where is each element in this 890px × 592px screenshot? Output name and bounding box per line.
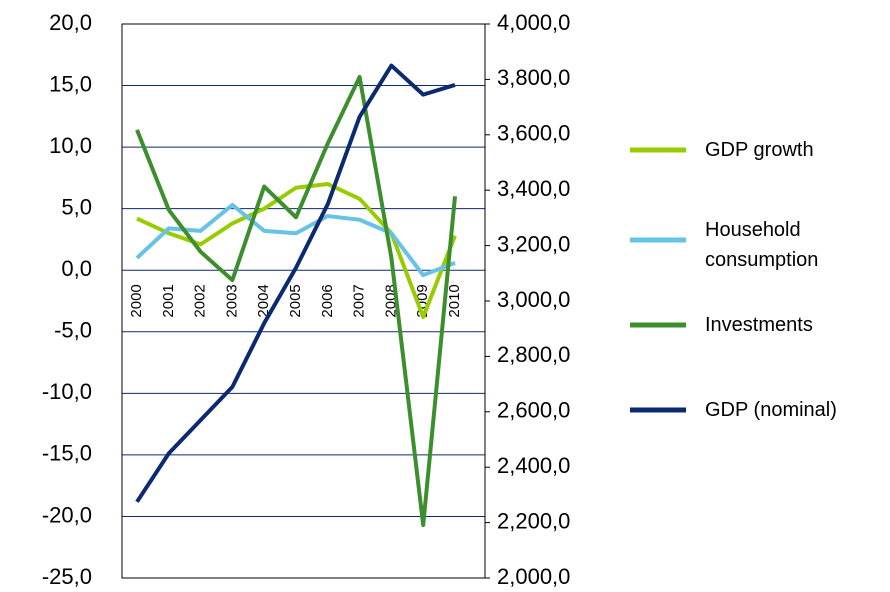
x-tick-label: 2003 (223, 284, 240, 317)
y-tick-label: -10,0 (42, 379, 92, 404)
x-tick-label: 2006 (319, 284, 336, 317)
y-tick-label: 15,0 (49, 71, 92, 96)
y-tick-label: -25,0 (42, 564, 92, 589)
legend-label: GDP growth (705, 139, 814, 161)
y2-tick-label: 3,200,0 (497, 231, 570, 256)
series-line (135, 63, 456, 503)
legend-label: Investments (705, 314, 813, 336)
y2-tick-label: 2,400,0 (497, 453, 570, 478)
x-tick-label: 2002 (192, 284, 209, 317)
y-tick-label: 5,0 (61, 194, 92, 219)
y2-tick-label: 3,800,0 (497, 65, 570, 90)
x-tick-label: 2001 (160, 284, 177, 317)
y2-tick-label: 2,800,0 (497, 342, 570, 367)
x-tick-label: 2007 (351, 284, 368, 317)
plot-frame (121, 23, 486, 579)
y2-tick-label: 3,400,0 (497, 176, 570, 201)
y-tick-label: -5,0 (54, 318, 92, 343)
series-line (135, 202, 456, 278)
y2-tick-label: 3,600,0 (497, 121, 570, 146)
y-tick-label: 0,0 (61, 256, 92, 281)
y2-tick-label: 2,600,0 (497, 398, 570, 423)
legend-label: Household consumption (705, 219, 819, 271)
y-tick-label: 20,0 (49, 10, 92, 35)
y2-tick-label: 2,000,0 (497, 564, 570, 589)
y2-tick-label: 2,200,0 (497, 508, 570, 533)
y-tick-label: 10,0 (49, 133, 92, 158)
x-tick-label: 2005 (287, 284, 304, 317)
legend-label: GDP (nominal) (705, 399, 837, 421)
x-tick-label: 2004 (255, 284, 272, 317)
y2-tick-label: 4,000,0 (497, 10, 570, 35)
y-tick-label: -15,0 (42, 441, 92, 466)
y2-tick-label: 3,000,0 (497, 287, 570, 312)
series-line (135, 74, 457, 528)
x-tick-label: 2000 (128, 284, 145, 317)
x-tick-label: 2010 (446, 284, 463, 317)
y-tick-label: -20,0 (42, 502, 92, 527)
